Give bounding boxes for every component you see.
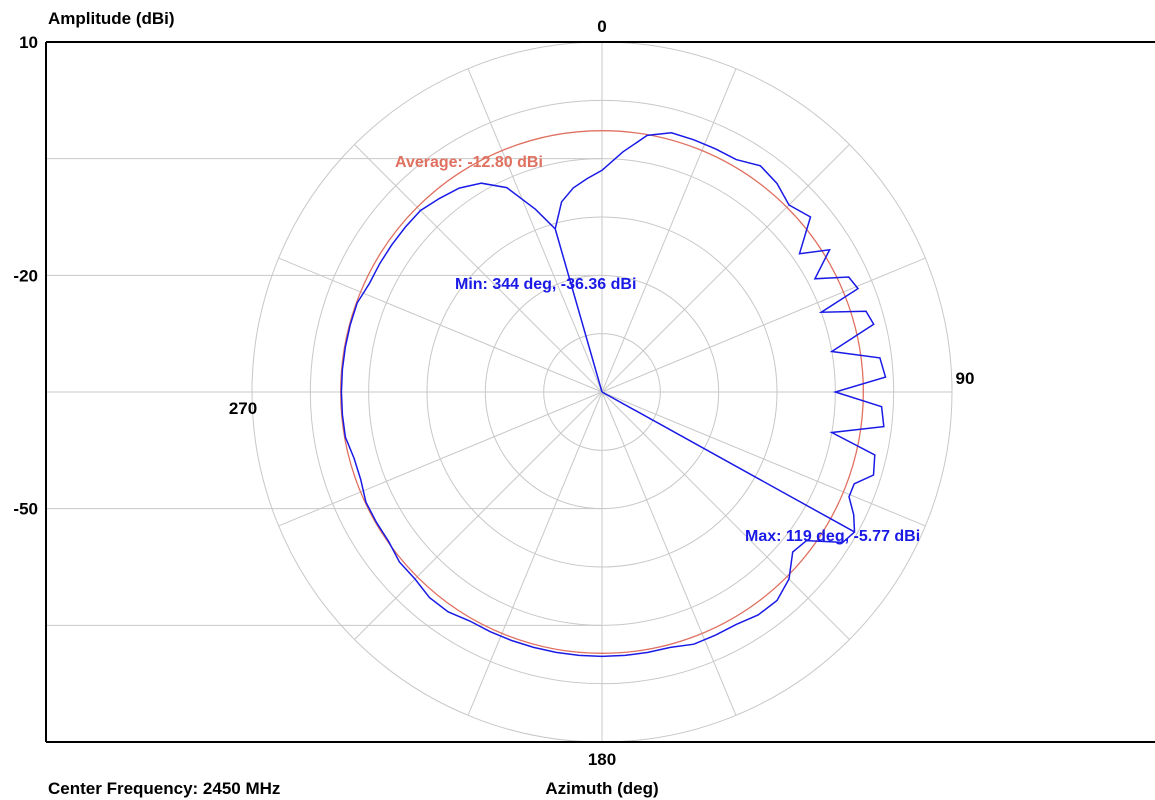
marker-group [554, 228, 855, 533]
min-marker-line [554, 228, 603, 393]
y-tick-label: 10 [19, 33, 38, 52]
grid-spoke [354, 144, 603, 393]
min-label: Min: 344 deg, -36.36 dBi [455, 276, 636, 293]
grid-spoke [601, 144, 850, 393]
grid-spoke [467, 391, 603, 716]
grid-spoke [354, 391, 603, 640]
plot-frame [45, 41, 1155, 743]
max-marker-line [601, 391, 855, 533]
series-line [340, 132, 887, 658]
grid-spoke [278, 257, 603, 393]
y-tick-label: -50 [13, 500, 38, 519]
angle-label-90: 90 [956, 369, 975, 388]
grid-spoke [601, 391, 737, 716]
grid-spoke [278, 391, 603, 527]
series-group [340, 132, 887, 658]
footer-frequency: Center Frequency: 2450 MHz [48, 779, 280, 798]
max-label: Max: 119 deg, -5.77 dBi [745, 528, 920, 545]
x-axis-title: Azimuth (deg) [545, 779, 658, 798]
average-label: Average: -12.80 dBi [395, 154, 543, 171]
grid-spoke [601, 68, 737, 393]
grid-spoke [601, 257, 926, 393]
y-axis-title: Amplitude (dBi) [48, 9, 175, 28]
angle-label-0: 0 [597, 17, 606, 36]
grid-spoke [601, 391, 850, 640]
angle-label-180: 180 [588, 750, 616, 769]
grid-spoke [601, 391, 926, 527]
y-tick-label: -20 [13, 266, 38, 285]
angle-label-270: 270 [229, 399, 257, 418]
grid-spoke [467, 68, 603, 393]
grid: 10 -20 -50 0 90 180 270 [13, 17, 974, 769]
